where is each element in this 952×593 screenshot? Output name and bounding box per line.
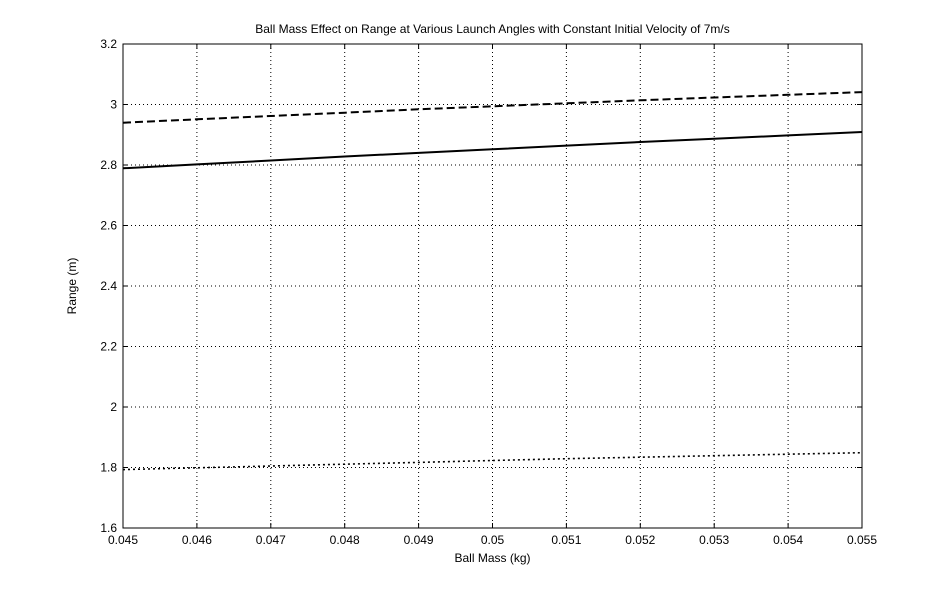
x-tick-label: 0.053	[699, 533, 729, 547]
y-tick-label: 2.8	[100, 158, 117, 172]
x-tick-label: 0.051	[551, 533, 581, 547]
x-axis-label: Ball Mass (kg)	[454, 551, 530, 565]
y-tick-label: 1.8	[100, 461, 117, 475]
tick-labels: 0.045 0.046 0.047 0.048 0.049 0.05 0.051 0.052 0…	[100, 37, 877, 547]
x-tick-label: 0.055	[847, 533, 877, 547]
chart-title: Ball Mass Effect on Range at Various Lau…	[255, 22, 729, 36]
series-line-1-dashed	[122, 91, 863, 124]
y-tick-label: 2.6	[100, 219, 117, 233]
x-tick-label: 0.047	[256, 533, 286, 547]
y-tick-label: 2	[110, 400, 117, 414]
series-line-3-dotted	[122, 451, 863, 471]
y-tick-label: 3.2	[100, 37, 117, 51]
y-tick-label: 2.4	[100, 279, 117, 293]
series-line-2-solid	[122, 131, 863, 170]
y-tick-label: 1.6	[100, 521, 117, 535]
y-tick-label: 3	[110, 98, 117, 112]
x-tick-label: 0.052	[625, 533, 655, 547]
y-tick-label: 2.2	[100, 340, 117, 354]
series-group	[122, 91, 863, 471]
x-tick-label: 0.046	[182, 533, 212, 547]
x-tick-label: 0.045	[108, 533, 138, 547]
ticks	[122, 43, 863, 529]
x-tick-label: 0.054	[773, 533, 803, 547]
x-tick-label: 0.049	[404, 533, 434, 547]
grid	[123, 44, 862, 528]
y-axis-label: Range (m)	[65, 258, 79, 315]
x-tick-label: 0.05	[481, 533, 505, 547]
x-tick-label: 0.048	[330, 533, 360, 547]
